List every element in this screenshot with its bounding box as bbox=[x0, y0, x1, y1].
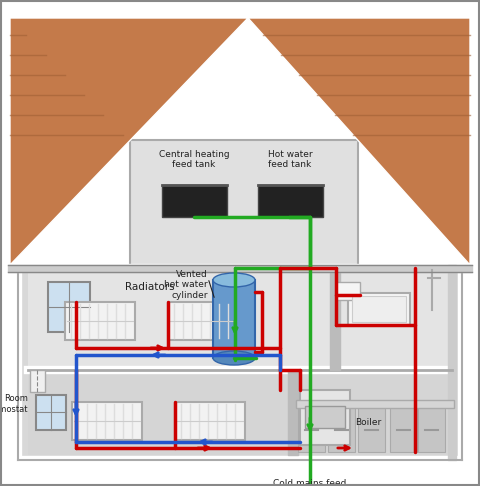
Bar bbox=[390, 406, 417, 452]
Bar bbox=[258, 185, 323, 217]
Bar bbox=[36, 395, 66, 430]
Bar bbox=[168, 302, 238, 340]
Polygon shape bbox=[248, 18, 470, 265]
Text: Boiler: Boiler bbox=[355, 418, 381, 427]
Bar bbox=[30, 370, 45, 392]
Ellipse shape bbox=[213, 273, 255, 287]
Bar bbox=[65, 302, 135, 340]
Bar bbox=[298, 406, 325, 452]
Bar bbox=[418, 406, 445, 452]
Text: Radiators: Radiators bbox=[125, 282, 175, 292]
Bar bbox=[130, 140, 358, 268]
Bar bbox=[296, 400, 454, 408]
Polygon shape bbox=[10, 18, 248, 265]
Bar bbox=[352, 296, 406, 322]
Text: Hot water
feed tank: Hot water feed tank bbox=[268, 150, 312, 170]
Ellipse shape bbox=[213, 351, 255, 365]
Text: Central heating
feed tank: Central heating feed tank bbox=[159, 150, 229, 170]
Text: Vented
hot water
cylinder: Vented hot water cylinder bbox=[164, 270, 208, 300]
Bar bbox=[48, 282, 90, 332]
Text: Room
thermostat: Room thermostat bbox=[0, 394, 28, 414]
Bar bbox=[72, 402, 142, 440]
Bar bbox=[18, 268, 462, 460]
Bar bbox=[175, 402, 245, 440]
Bar bbox=[328, 406, 355, 452]
Bar bbox=[162, 185, 227, 217]
Bar bbox=[348, 293, 410, 325]
Bar bbox=[305, 406, 345, 428]
Bar bbox=[28, 370, 450, 455]
Bar bbox=[358, 406, 385, 452]
Bar bbox=[300, 390, 350, 445]
Bar bbox=[336, 282, 360, 300]
Bar bbox=[213, 280, 255, 358]
Bar bbox=[28, 270, 450, 370]
Text: Cold mains feed: Cold mains feed bbox=[273, 479, 347, 486]
